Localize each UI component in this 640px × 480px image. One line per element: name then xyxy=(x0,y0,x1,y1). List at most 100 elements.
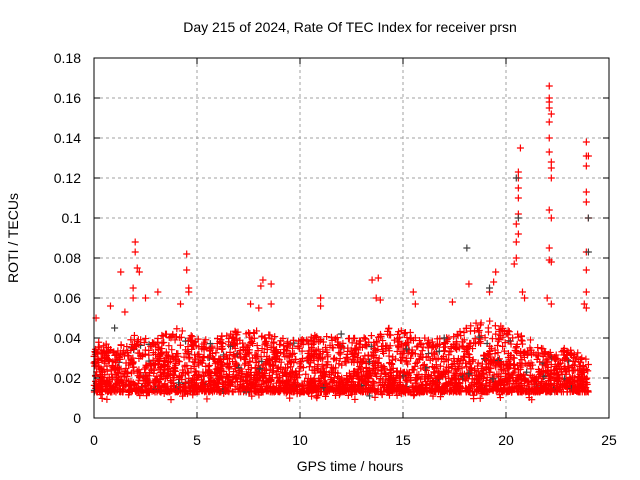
data-point xyxy=(217,359,225,367)
data-point xyxy=(158,331,166,339)
data-point xyxy=(297,337,305,345)
data-point xyxy=(172,333,180,341)
data-point xyxy=(257,388,265,396)
data-point xyxy=(141,369,149,377)
data-point xyxy=(212,349,220,357)
data-point xyxy=(253,327,261,335)
y-tick-label: 0.06 xyxy=(54,290,81,306)
data-point xyxy=(136,391,144,399)
data-point xyxy=(486,284,494,292)
data-point xyxy=(145,346,153,354)
data-point xyxy=(554,355,562,363)
data-point xyxy=(267,300,275,308)
data-point xyxy=(177,300,185,308)
data-point xyxy=(228,379,236,387)
data-point xyxy=(514,184,522,192)
data-point xyxy=(440,382,448,390)
data-point xyxy=(307,343,315,351)
y-tick-label: 0.18 xyxy=(54,50,81,66)
data-point xyxy=(267,377,275,385)
data-point xyxy=(527,365,535,373)
data-point xyxy=(230,339,238,347)
data-point xyxy=(344,344,352,352)
data-point xyxy=(155,343,163,351)
data-point xyxy=(130,331,138,339)
data-point xyxy=(187,332,195,340)
data-point xyxy=(440,358,448,366)
data-point xyxy=(430,349,438,357)
data-point xyxy=(394,330,402,338)
data-point xyxy=(559,383,567,391)
data-point xyxy=(202,362,210,370)
data-point xyxy=(453,366,461,374)
data-point xyxy=(286,370,294,378)
data-point xyxy=(185,288,193,296)
data-point xyxy=(375,354,383,362)
data-point xyxy=(117,372,125,380)
data-point xyxy=(484,328,492,336)
data-point xyxy=(336,389,344,397)
data-point xyxy=(251,388,259,396)
data-point xyxy=(420,361,428,369)
data-point xyxy=(102,387,110,395)
data-point xyxy=(547,300,555,308)
data-point xyxy=(361,342,369,350)
data-point xyxy=(111,324,119,332)
data-point xyxy=(251,381,259,389)
data-point xyxy=(499,333,507,341)
data-point xyxy=(424,336,432,344)
data-point xyxy=(507,340,515,348)
data-point xyxy=(243,379,251,387)
data-point xyxy=(411,300,419,308)
data-point xyxy=(237,354,245,362)
data-point xyxy=(474,362,482,370)
data-point xyxy=(468,357,476,365)
data-point xyxy=(450,386,458,394)
data-point xyxy=(405,369,413,377)
data-point xyxy=(545,244,553,252)
data-point xyxy=(327,363,335,371)
data-point xyxy=(246,385,254,393)
data-point xyxy=(401,329,409,337)
data-point xyxy=(318,362,326,370)
data-point xyxy=(369,377,377,385)
data-point xyxy=(235,349,243,357)
data-point xyxy=(214,335,222,343)
data-point xyxy=(376,332,384,340)
data-point xyxy=(545,134,553,142)
data-point xyxy=(239,383,247,391)
data-point xyxy=(547,158,555,166)
y-tick-label: 0.02 xyxy=(54,370,81,386)
data-point xyxy=(512,254,520,262)
data-point xyxy=(563,351,571,359)
data-point xyxy=(478,360,486,368)
data-point xyxy=(450,333,458,341)
data-point xyxy=(95,343,103,351)
data-point xyxy=(413,385,421,393)
data-point xyxy=(490,278,498,286)
data-point xyxy=(206,347,214,355)
data-point xyxy=(461,348,469,356)
data-point xyxy=(195,372,203,380)
data-point xyxy=(188,345,196,353)
data-point xyxy=(113,377,121,385)
data-point xyxy=(377,388,385,396)
data-point xyxy=(469,391,477,399)
data-point xyxy=(484,349,492,357)
axis-ticks: 0 0.02 0.04 0.06 0.08 0.1 0.12 0.14 0.16 0.18 0 5 10… xyxy=(54,50,617,448)
data-point xyxy=(430,342,438,350)
data-point xyxy=(463,244,471,252)
data-point xyxy=(343,375,351,383)
data-point xyxy=(233,331,241,339)
data-point xyxy=(332,387,340,395)
data-point xyxy=(512,347,520,355)
data-point xyxy=(135,268,143,276)
data-point xyxy=(168,346,176,354)
data-point xyxy=(220,367,228,375)
data-point xyxy=(128,343,136,351)
data-point xyxy=(339,339,347,347)
data-point xyxy=(477,321,485,329)
data-point xyxy=(148,387,156,395)
data-point xyxy=(534,352,542,360)
